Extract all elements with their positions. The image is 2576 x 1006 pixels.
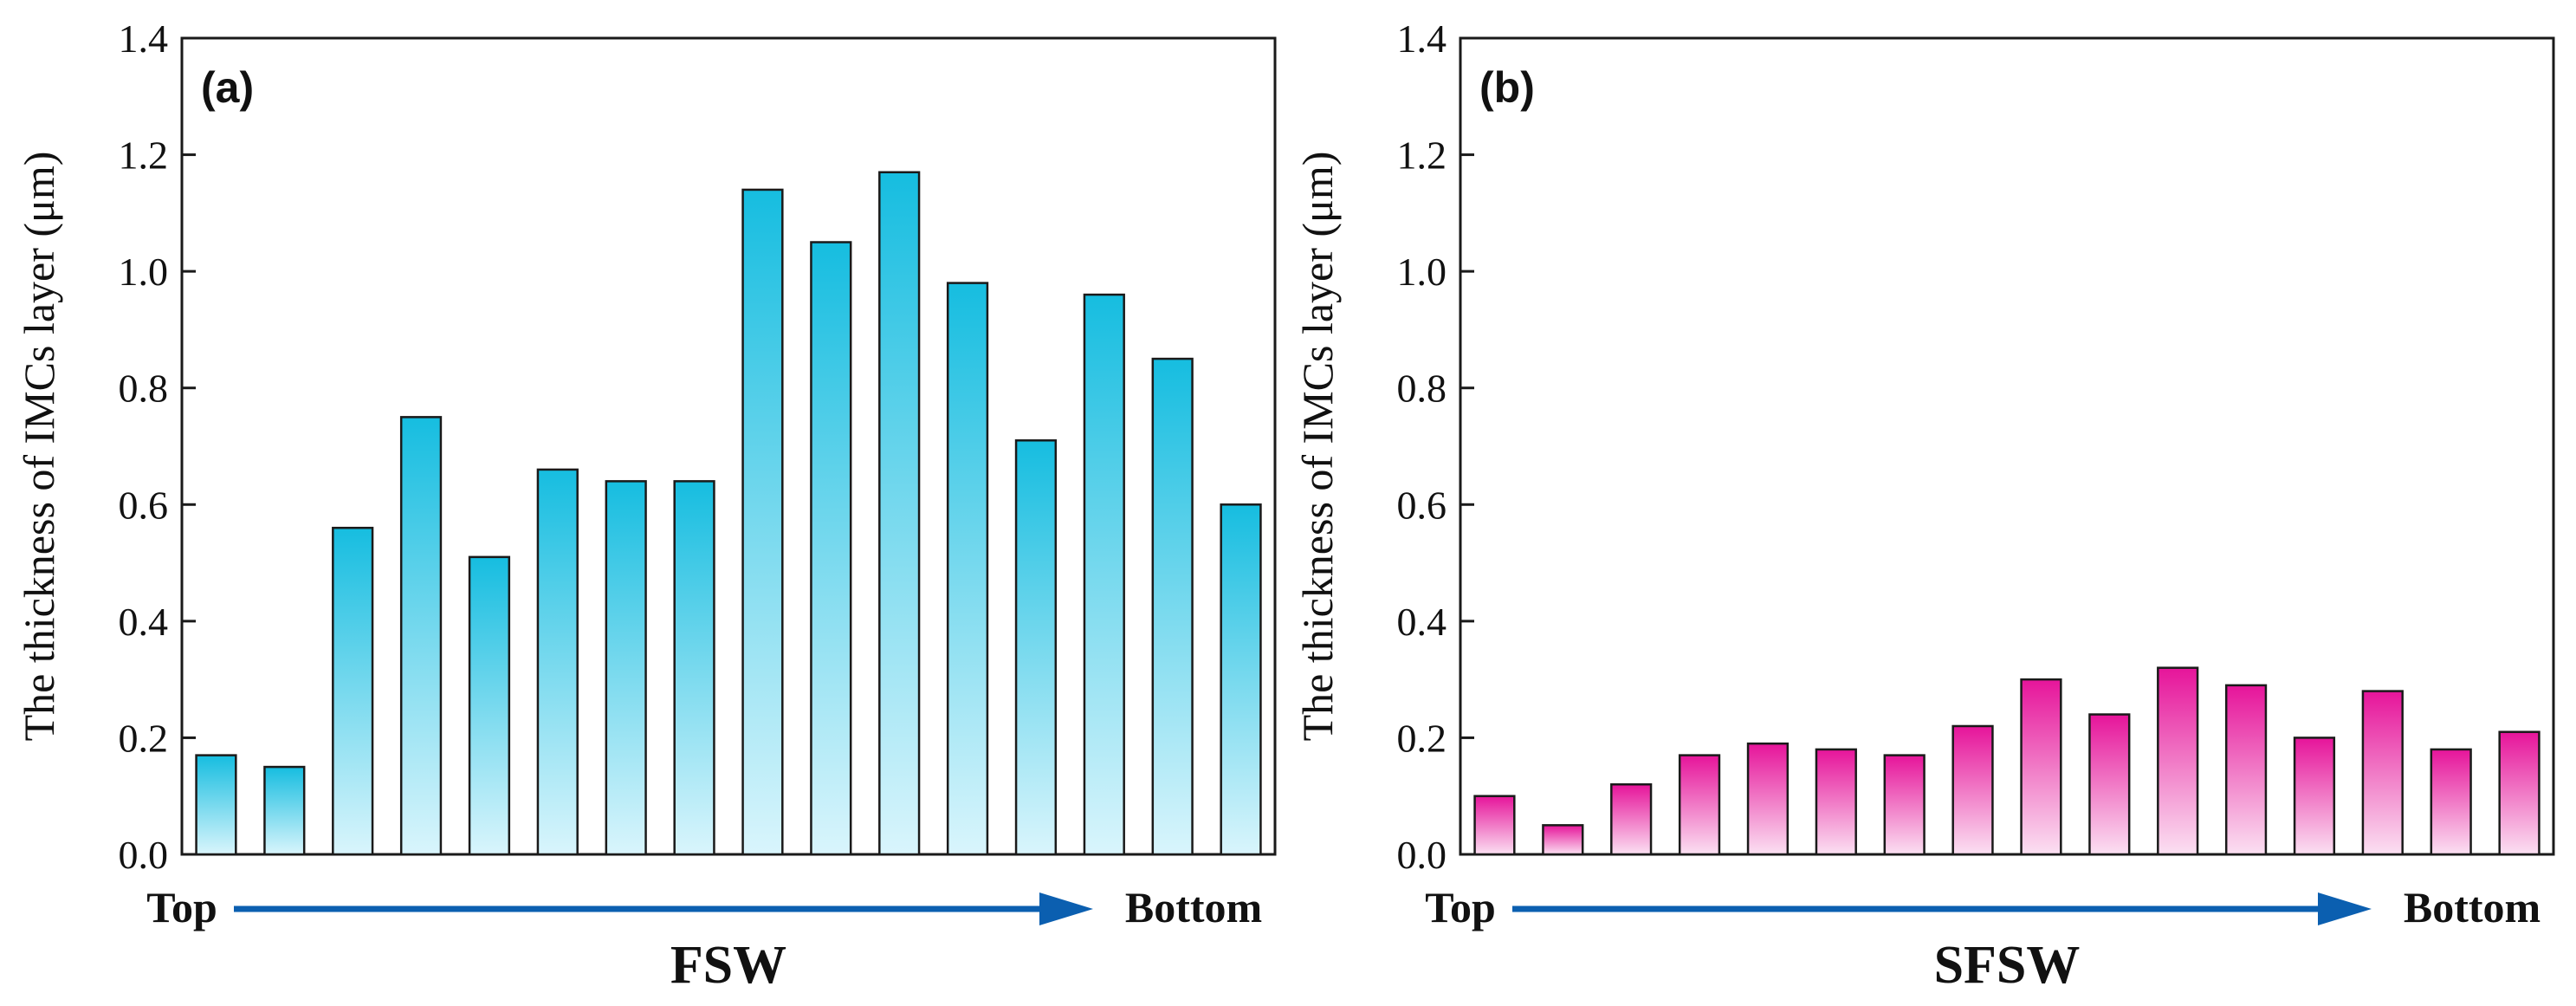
- panel-b: 0.0 0.2 0.4 0.6 0.8 1.0 1.2 1.4 (b) The thickne…: [1293, 16, 2555, 995]
- x-axis-title: SFSW: [1934, 936, 2081, 995]
- bar: [2498, 730, 2540, 856]
- bar: [1014, 439, 1058, 856]
- x-axis-title: FSW: [670, 936, 786, 995]
- y-tick-label: 0.2: [1397, 716, 1447, 760]
- x-start-label: Top: [146, 883, 217, 931]
- bar: [263, 765, 306, 856]
- top-to-bottom-arrow: [234, 892, 1093, 925]
- bar: [741, 188, 784, 856]
- bar: [1951, 724, 1994, 856]
- y-tick-label: 0.0: [1397, 833, 1447, 877]
- y-tick-label: 0.8: [119, 367, 169, 411]
- bar: [1883, 754, 1926, 856]
- bar: [2088, 713, 2131, 856]
- bar: [332, 526, 374, 856]
- bar: [1746, 742, 1790, 856]
- bar: [605, 480, 647, 856]
- y-tick-label: 1.0: [1397, 250, 1447, 294]
- bar: [946, 282, 989, 856]
- bar: [2361, 690, 2404, 856]
- y-tick-label: 0.2: [119, 716, 169, 760]
- plot-frame: [1459, 36, 2555, 856]
- panel-label: (b): [1479, 63, 1535, 112]
- bar: [1542, 824, 1584, 856]
- y-axis-title: The thickness of IMCs layer (μm): [15, 152, 63, 742]
- y-tick-label: 1.4: [1397, 16, 1447, 61]
- y-tick-label: 1.0: [119, 250, 169, 294]
- bar-series: [195, 171, 1262, 856]
- bar: [1473, 795, 1516, 856]
- bar: [2224, 684, 2268, 856]
- y-tick-label: 0.6: [119, 483, 169, 527]
- y-axis-ticks: 0.0 0.2 0.4 0.6 0.8 1.0 1.2 1.4: [119, 16, 196, 877]
- x-end-label: Bottom: [2404, 883, 2540, 931]
- y-tick-label: 0.4: [119, 600, 169, 644]
- bar: [399, 416, 443, 856]
- bar: [1815, 748, 1857, 856]
- bar: [1083, 293, 1125, 856]
- bar: [810, 241, 852, 856]
- x-end-label: Bottom: [1125, 883, 1262, 931]
- bar: [1678, 754, 1721, 856]
- bar: [536, 468, 579, 856]
- y-tick-label: 0.0: [119, 833, 169, 877]
- y-tick-label: 0.4: [1397, 600, 1447, 644]
- bar: [2430, 748, 2472, 856]
- bar-series: [1473, 666, 2540, 856]
- y-tick-label: 1.2: [119, 133, 169, 178]
- y-tick-label: 0.8: [1397, 367, 1447, 411]
- y-tick-label: 0.6: [1397, 483, 1447, 527]
- bar: [673, 480, 715, 856]
- bar: [195, 754, 237, 856]
- bar: [2293, 737, 2336, 856]
- panel-a: 0.0 0.2 0.4 0.6 0.8 1.0 1.2 1.4 (a) The thickne…: [15, 16, 1277, 995]
- bar: [468, 555, 511, 856]
- bar: [1151, 357, 1194, 856]
- bar: [2020, 678, 2062, 856]
- y-axis-title: The thickness of IMCs layer (μm): [1293, 152, 1342, 742]
- y-axis-ticks: 0.0 0.2 0.4 0.6 0.8 1.0 1.2 1.4: [1397, 16, 1474, 877]
- bar: [878, 171, 921, 856]
- y-tick-label: 1.4: [119, 16, 169, 61]
- bar: [1220, 503, 1262, 856]
- bar: [1610, 783, 1653, 856]
- plot-frame: [180, 36, 1277, 856]
- panel-label: (a): [201, 63, 254, 112]
- bar: [2157, 666, 2199, 856]
- y-tick-label: 1.2: [1397, 133, 1447, 178]
- top-to-bottom-arrow: [1512, 892, 2372, 925]
- x-start-label: Top: [1425, 883, 1496, 931]
